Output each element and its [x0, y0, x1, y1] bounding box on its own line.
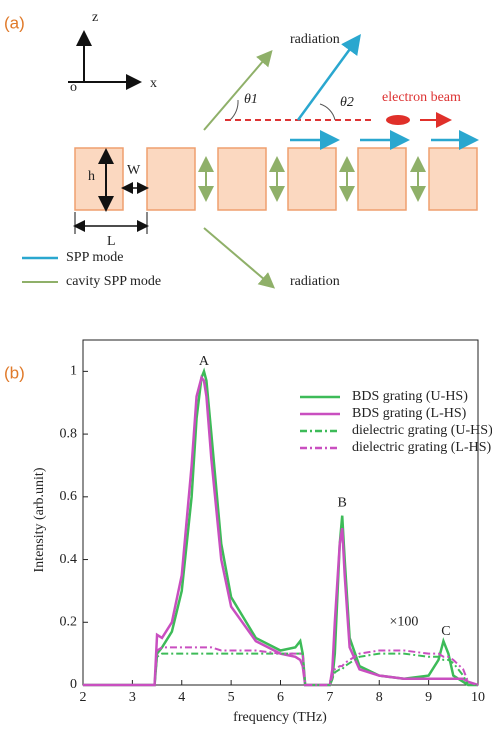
annotation: B [338, 495, 347, 510]
legend-label: BDS grating (U-HS) [352, 389, 468, 404]
grating-cell [74, 147, 124, 211]
x-tick-label: 5 [228, 690, 235, 705]
x-tick-label: 7 [326, 690, 333, 705]
axis-label: o [70, 80, 77, 95]
angle-label: θ2 [340, 95, 354, 110]
grating-cell [146, 147, 196, 211]
y-tick-label: 0.2 [60, 614, 78, 629]
radiation-label: radiation [290, 32, 340, 47]
x-tick-label: 4 [178, 690, 185, 705]
annotation: C [441, 624, 450, 639]
x-tick-label: 8 [376, 690, 383, 705]
legend-label: dielectric grating (L-HS) [352, 440, 492, 455]
angle-arc [319, 103, 336, 121]
y-tick-label: 0.8 [60, 426, 78, 441]
axis-label: z [92, 10, 98, 25]
annotation: ×100 [389, 614, 418, 629]
y-axis-label: Intensity (arb.unit) [32, 467, 47, 572]
x-tick-label: 9 [425, 690, 432, 705]
grating-cell [217, 147, 267, 211]
y-tick-label: 0.4 [60, 552, 78, 567]
y-tick-label: 1 [70, 364, 77, 379]
x-tick-label: 3 [129, 690, 136, 705]
x-tick-label: 6 [277, 690, 284, 705]
y-tick-label: 0 [70, 677, 77, 692]
radiation-arrow [203, 227, 276, 289]
x-axis-label: frequency (THz) [233, 710, 327, 725]
grating-cell [357, 147, 407, 211]
legend-label: cavity SPP mode [66, 274, 161, 289]
dim-label: W [127, 163, 141, 178]
legend-label: dielectric grating (U-HS) [352, 423, 492, 438]
beam-label: electron beam [382, 90, 461, 105]
radiation-arrow [203, 49, 273, 131]
y-tick-label: 0.6 [60, 489, 78, 504]
grating-cell [287, 147, 337, 211]
dim-label: L [107, 234, 116, 249]
x-tick-label: 2 [80, 690, 87, 705]
panel-label: (b) [4, 363, 25, 382]
spp-arrow [296, 33, 361, 121]
dim-label: h [88, 169, 95, 184]
chart: (b) frequency (THz) Intensity (arb.unit)… [4, 339, 492, 725]
annotation: A [199, 354, 210, 369]
legend-label: SPP mode [66, 250, 123, 265]
electron-bunch [386, 115, 410, 125]
diagram: (a) z x o h W L radiation radiation [4, 10, 479, 289]
angle-label: θ1 [244, 92, 258, 107]
axis-label: x [150, 76, 157, 91]
radiation-label: radiation [290, 274, 340, 289]
series-line [83, 652, 478, 686]
grating-cell [428, 147, 478, 211]
angle-arc [229, 99, 239, 121]
x-tick-label: 10 [471, 690, 485, 705]
panel-label: (a) [4, 13, 25, 32]
legend-label: BDS grating (L-HS) [352, 406, 467, 421]
